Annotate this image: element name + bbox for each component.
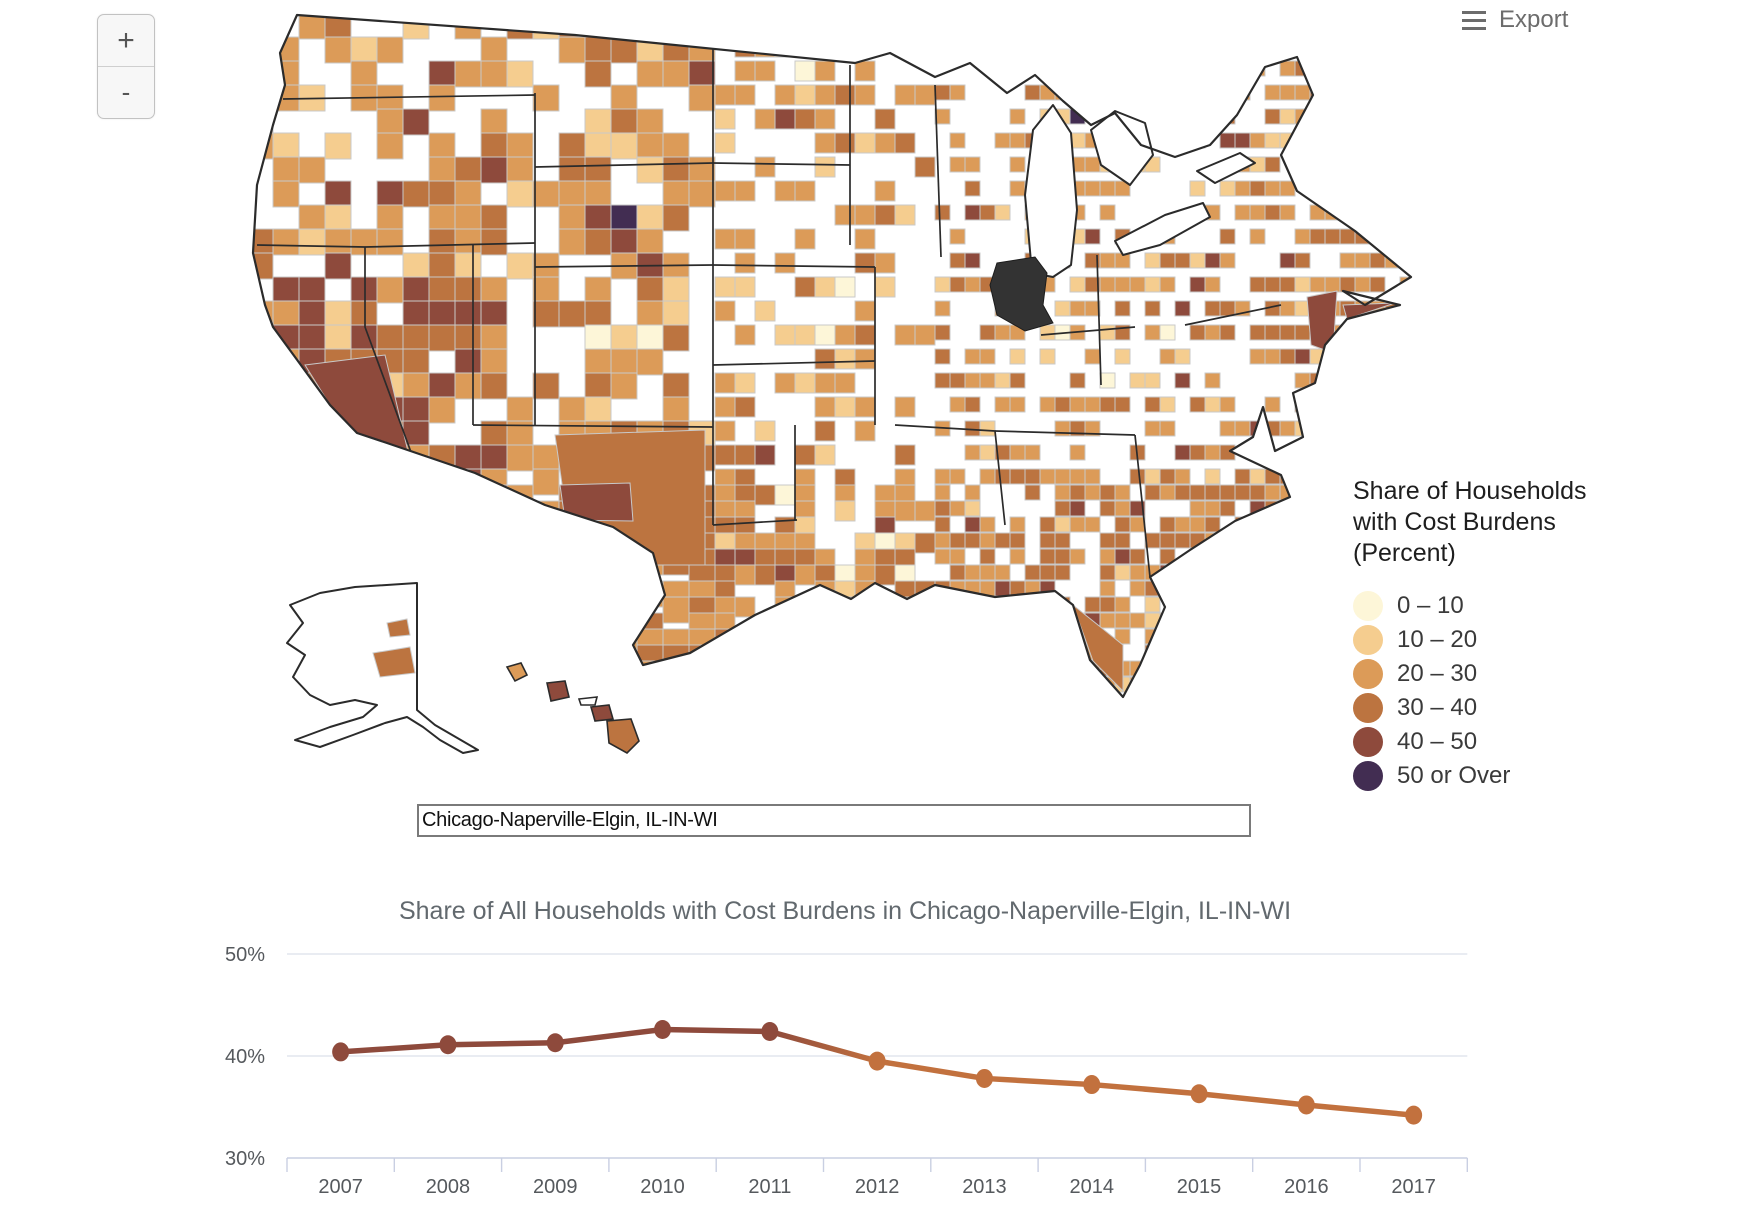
legend-swatch: [1353, 693, 1383, 723]
legend-label: 10 – 20: [1397, 626, 1478, 653]
y-axis-tick-label: 40%: [225, 1046, 265, 1068]
x-axis-tick-label: 2015: [1177, 1176, 1222, 1198]
x-axis-tick-label: 2016: [1284, 1176, 1329, 1198]
legend-item: 0 – 10: [1353, 589, 1643, 623]
data-point: [439, 1035, 457, 1055]
x-axis-tick-label: 2009: [533, 1176, 578, 1198]
legend-label: 0 – 10: [1397, 592, 1464, 619]
x-axis-tick-label: 2011: [748, 1176, 791, 1198]
x-axis-tick-label: 2014: [1070, 1176, 1115, 1198]
trend-line-segment: [659, 1026, 773, 1035]
x-axis-tick-label: 2013: [962, 1176, 1007, 1198]
data-point: [975, 1068, 993, 1088]
trend-line-segment: [981, 1075, 1095, 1088]
trend-line-segment: [1089, 1081, 1202, 1097]
trend-line-segment: [552, 1026, 666, 1046]
chart-title: Share of All Households with Cost Burden…: [398, 897, 1292, 925]
x-axis-tick-label: 2017: [1391, 1176, 1436, 1198]
legend-title: Share of Households with Cost Burdens (P…: [1353, 477, 1587, 567]
x-axis-tick-label: 2010: [640, 1176, 685, 1198]
x-axis-tick-label: 2012: [855, 1176, 900, 1198]
data-point: [1083, 1075, 1101, 1095]
trend-line-segment: [874, 1058, 988, 1082]
chart-canvas: 30% 40% 50% 2007 2008 2009 2010 2011 2012 2013 201…: [225, 944, 1469, 1198]
export-button[interactable]: Export: [1462, 6, 1568, 34]
legend-item: 40 – 50: [1353, 725, 1643, 759]
zoom-in-button[interactable]: +: [117, 23, 135, 57]
data-point: [1297, 1095, 1315, 1115]
legend-item: 50 or Over: [1353, 759, 1643, 793]
map-legend: Share of Households with Cost Burdens (P…: [1353, 476, 1643, 793]
legend-swatch: [1353, 659, 1383, 689]
map-canvas[interactable]: [235, 5, 1435, 765]
us-choropleth-map[interactable]: [235, 5, 1435, 765]
data-point: [546, 1033, 564, 1053]
y-axis-tick-label: 50%: [225, 944, 265, 966]
legend-swatch: [1353, 625, 1383, 655]
trend-line-segment: [1196, 1090, 1310, 1108]
zoom-out-button[interactable]: -: [98, 66, 154, 118]
legend-label: 20 – 30: [1397, 660, 1478, 687]
y-axis-tick-label: 30%: [225, 1148, 265, 1170]
map-zoom-controls: + -: [97, 14, 155, 119]
trend-line-segment: [767, 1028, 880, 1064]
x-axis-tick-label: 2008: [426, 1176, 471, 1198]
trend-line-segment: [1303, 1102, 1417, 1118]
hamburger-icon: [1462, 10, 1486, 30]
x-axis-tick-label: 2007: [318, 1176, 363, 1198]
legend-item: 20 – 30: [1353, 657, 1643, 691]
legend-swatch: [1353, 727, 1383, 757]
selected-metro-region[interactable]: [989, 256, 1054, 332]
data-point: [1190, 1084, 1208, 1104]
metro-search-input[interactable]: [417, 804, 1251, 837]
trend-line-segment: [337, 1042, 451, 1055]
legend-swatch: [1353, 591, 1383, 621]
legend-item: 30 – 40: [1353, 691, 1643, 725]
legend-swatch: [1353, 761, 1383, 791]
legend-item: 10 – 20: [1353, 623, 1643, 657]
hawaii-shape[interactable]: [505, 662, 640, 754]
data-point: [332, 1042, 350, 1062]
legend-label: 30 – 40: [1397, 694, 1478, 721]
trend-line-chart: 30% 40% 50% 2007 2008 2009 2010 2011 2012 2013 201…: [180, 885, 1520, 1206]
trend-line-segment: [445, 1039, 558, 1048]
legend-label: 50 or Over: [1397, 762, 1511, 789]
data-point: [761, 1022, 779, 1042]
export-label: Export: [1499, 6, 1569, 33]
data-point: [1405, 1105, 1423, 1125]
data-point: [868, 1051, 886, 1071]
legend-label: 40 – 50: [1397, 728, 1478, 755]
data-point: [654, 1019, 672, 1039]
